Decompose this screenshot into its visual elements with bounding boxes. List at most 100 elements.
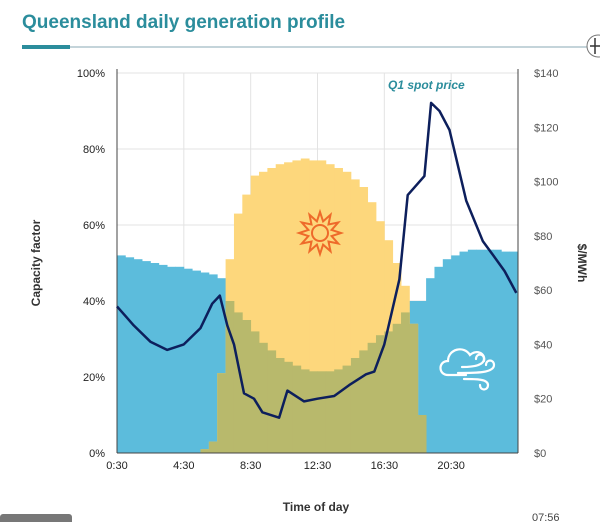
- solar-area-bar: [309, 160, 318, 453]
- y2-tick-label: $40: [534, 339, 552, 351]
- y2-tick-label: $60: [534, 285, 552, 297]
- title-underline-accent: [22, 45, 70, 49]
- overlap-area-bar: [284, 361, 293, 453]
- overlap-area-bar: [317, 371, 327, 453]
- page-title: Queensland daily generation profile: [22, 12, 346, 33]
- overlap-area-bar: [267, 350, 277, 453]
- y2-tick-label: $140: [534, 68, 558, 80]
- tick-labels: 0% 20% 40% 60% 80% 100% $0 $20 $40 $60 $80 $100 $120…: [77, 68, 559, 472]
- wind-area-bar: [442, 259, 452, 453]
- sun-icon: [295, 208, 345, 258]
- overlap-area-bar: [375, 335, 385, 453]
- y-axis-label: Capacity factor: [29, 219, 43, 306]
- solar-area-bar: [367, 202, 377, 453]
- y2-tick-label: $20: [534, 394, 552, 406]
- y2-tick-label: $80: [534, 231, 552, 243]
- solar-area-bar: [292, 160, 302, 453]
- wind-area-bar: [501, 251, 511, 453]
- solar-area-bar: [342, 171, 352, 454]
- x-tick-label: 20:30: [437, 460, 465, 472]
- wind-area-bar: [451, 255, 460, 453]
- overlap-area-bar: [292, 365, 302, 453]
- x-tick-label: 16:30: [371, 460, 399, 472]
- sun-core: [311, 224, 329, 242]
- overlap-area-bar: [384, 331, 394, 453]
- sun-rays: [295, 208, 345, 258]
- expand-button[interactable]: [586, 34, 600, 58]
- y2-tick-label: $120: [534, 122, 558, 134]
- overlap-area-bar: [275, 358, 285, 453]
- areas: [117, 158, 519, 454]
- y-tick-label: 0%: [89, 448, 105, 460]
- solar-area-bar: [300, 158, 310, 453]
- solar-area-bar: [317, 160, 327, 453]
- wind-area-bar: [125, 257, 135, 453]
- wind-area-bar: [434, 266, 444, 453]
- wind-area-bar: [133, 259, 143, 453]
- wind-area-bar: [200, 272, 210, 453]
- wind-area-bar: [476, 249, 485, 453]
- overlap-area-bar: [259, 342, 268, 453]
- overlap-area-bar: [233, 312, 243, 453]
- x-tick-label: 8:30: [240, 460, 261, 472]
- wind-area-bar: [217, 278, 227, 453]
- cloud-wind-icon: [439, 348, 496, 391]
- wind-area-bar: [117, 255, 126, 453]
- overlap-area-bar: [242, 320, 252, 453]
- overlap-area-bar: [392, 323, 402, 453]
- solar-area-bar: [259, 171, 268, 454]
- wind-area-bar: [183, 268, 193, 453]
- solar-area-bar: [284, 162, 293, 454]
- overlap-area-bar: [325, 371, 335, 453]
- wind-area-bar: [492, 249, 502, 453]
- solar-area-bar: [275, 164, 285, 453]
- overlap-area-bar: [300, 369, 310, 453]
- wind-area-bar: [192, 270, 201, 453]
- price-annotation: Q1 spot price: [388, 78, 465, 92]
- x-tick-label: 0:30: [106, 460, 127, 472]
- wind-area-bar: [459, 251, 469, 453]
- solar-area-bar: [350, 179, 360, 453]
- overlap-area-bar: [200, 449, 210, 453]
- overlap-area-bar: [359, 350, 369, 453]
- wind-area-bar: [167, 266, 176, 453]
- overlap-area-bar: [367, 342, 377, 453]
- overlap-area-bar: [350, 358, 360, 453]
- wind-area-bar: [208, 274, 218, 453]
- overlap-area-bar: [342, 365, 352, 453]
- y-tick-label: 40%: [83, 296, 105, 308]
- overlap-area-bar: [409, 323, 419, 453]
- wind-area-bar: [142, 261, 151, 453]
- solar-area-bar: [267, 168, 277, 453]
- x-tick-label: 4:30: [173, 460, 194, 472]
- video-scrubber[interactable]: [0, 514, 72, 522]
- x-tick-label: 12:30: [304, 460, 332, 472]
- overlap-area-bar: [225, 301, 235, 453]
- solar-area-bar: [359, 187, 369, 453]
- overlap-area-bar: [417, 415, 427, 453]
- y2-tick-label: $100: [534, 177, 558, 189]
- solar-area-bar: [250, 175, 260, 453]
- wind-area-bar: [484, 249, 494, 453]
- video-timestamp: 07:56: [532, 512, 560, 522]
- wind-area-bar: [426, 278, 435, 453]
- x-axis-label: Time of day: [283, 500, 350, 514]
- y2-tick-label: $0: [534, 448, 546, 460]
- wind-area-bar: [417, 301, 427, 453]
- overlap-area-bar: [208, 441, 218, 453]
- y-tick-label: 100%: [77, 68, 105, 80]
- wind-area-bar: [158, 264, 168, 453]
- solar-area-bar: [325, 164, 335, 453]
- overlap-area-bar: [217, 373, 227, 453]
- y-tick-label: 80%: [83, 144, 105, 156]
- overlap-area-bar: [309, 371, 318, 453]
- wind-area-bar: [150, 263, 160, 453]
- overlap-area-bar: [250, 331, 260, 453]
- overlap-area-bar: [401, 312, 410, 453]
- y-tick-label: 60%: [83, 220, 105, 232]
- series-price-line: [116, 101, 518, 419]
- y-tick-label: 20%: [83, 372, 105, 384]
- y2-axis-label: $/MWh: [575, 244, 589, 283]
